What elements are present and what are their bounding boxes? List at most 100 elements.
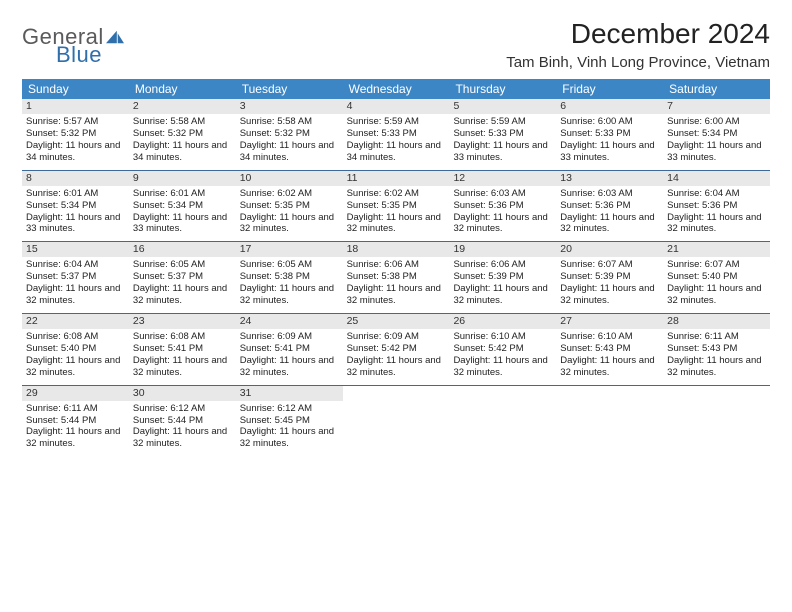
daylight-line: Daylight: 11 hours and 32 minutes. [26, 283, 125, 307]
month-title: December 2024 [506, 18, 770, 50]
day-number: 23 [129, 314, 236, 329]
day-body: Sunrise: 6:08 AMSunset: 5:40 PMDaylight:… [26, 331, 125, 379]
day-cell: 10Sunrise: 6:02 AMSunset: 5:35 PMDayligh… [236, 171, 343, 242]
day-number: 1 [22, 99, 129, 114]
day-body: Sunrise: 6:06 AMSunset: 5:39 PMDaylight:… [453, 259, 552, 307]
day-number: 19 [449, 242, 556, 257]
day-number: 13 [556, 171, 663, 186]
day-number: 21 [663, 242, 770, 257]
weekday-tuesday: Tuesday [236, 79, 343, 99]
sunrise-line: Sunrise: 5:59 AM [347, 116, 446, 128]
daylight-line: Daylight: 11 hours and 32 minutes. [667, 212, 766, 236]
day-body: Sunrise: 6:09 AMSunset: 5:41 PMDaylight:… [240, 331, 339, 379]
day-number: 8 [22, 171, 129, 186]
day-number: 30 [129, 386, 236, 401]
day-body: Sunrise: 6:11 AMSunset: 5:43 PMDaylight:… [667, 331, 766, 379]
sunset-line: Sunset: 5:44 PM [133, 415, 232, 427]
day-body: Sunrise: 6:11 AMSunset: 5:44 PMDaylight:… [26, 403, 125, 451]
day-cell: 18Sunrise: 6:06 AMSunset: 5:38 PMDayligh… [343, 242, 450, 313]
sunrise-line: Sunrise: 6:01 AM [133, 188, 232, 200]
daylight-line: Daylight: 11 hours and 32 minutes. [240, 283, 339, 307]
day-body: Sunrise: 6:12 AMSunset: 5:44 PMDaylight:… [133, 403, 232, 451]
sunrise-line: Sunrise: 6:10 AM [560, 331, 659, 343]
day-number: 26 [449, 314, 556, 329]
day-body: Sunrise: 6:02 AMSunset: 5:35 PMDaylight:… [240, 188, 339, 236]
day-cell: 21 Sunrise: 6:07 AMSunset: 5:40 PMDayligh… [663, 242, 770, 313]
daylight-line: Daylight: 11 hours and 32 minutes. [133, 426, 232, 450]
sunrise-line: Sunrise: 6:09 AM [240, 331, 339, 343]
daylight-line: Daylight: 11 hours and 34 minutes. [347, 140, 446, 164]
day-cell: 2Sunrise: 5:58 AMSunset: 5:32 PMDaylight… [129, 99, 236, 170]
sunset-line: Sunset: 5:41 PM [133, 343, 232, 355]
day-body: Sunrise: 6:02 AMSunset: 5:35 PMDaylight:… [347, 188, 446, 236]
sunset-line: Sunset: 5:38 PM [240, 271, 339, 283]
daylight-line: Daylight: 11 hours and 32 minutes. [240, 426, 339, 450]
daylight-line: Daylight: 11 hours and 33 minutes. [26, 212, 125, 236]
sunrise-line: Sunrise: 6:02 AM [347, 188, 446, 200]
day-cell: 28 Sunrise: 6:11 AMSunset: 5:43 PMDayligh… [663, 314, 770, 385]
day-cell [449, 386, 556, 457]
day-number: 15 [22, 242, 129, 257]
day-cell: 31Sunrise: 6:12 AMSunset: 5:45 PMDayligh… [236, 386, 343, 457]
day-body: Sunrise: 6:07 AMSunset: 5:40 PMDaylight:… [667, 259, 766, 307]
sunrise-line: Sunrise: 6:11 AM [26, 403, 125, 415]
sunrise-line: Sunrise: 6:05 AM [133, 259, 232, 271]
sunset-line: Sunset: 5:36 PM [560, 200, 659, 212]
sunset-line: Sunset: 5:40 PM [667, 271, 766, 283]
sunrise-line: Sunrise: 6:04 AM [26, 259, 125, 271]
day-body: Sunrise: 6:05 AMSunset: 5:37 PMDaylight:… [133, 259, 232, 307]
daylight-line: Daylight: 11 hours and 32 minutes. [240, 212, 339, 236]
day-number: 28 [663, 314, 770, 329]
day-number: 16 [129, 242, 236, 257]
daylight-line: Daylight: 11 hours and 33 minutes. [133, 212, 232, 236]
day-cell: 27Sunrise: 6:10 AMSunset: 5:43 PMDayligh… [556, 314, 663, 385]
sunrise-line: Sunrise: 6:08 AM [26, 331, 125, 343]
sunset-line: Sunset: 5:37 PM [26, 271, 125, 283]
daylight-line: Daylight: 11 hours and 32 minutes. [453, 283, 552, 307]
day-body: Sunrise: 6:05 AMSunset: 5:38 PMDaylight:… [240, 259, 339, 307]
day-number: 24 [236, 314, 343, 329]
sunrise-line: Sunrise: 6:02 AM [240, 188, 339, 200]
sunrise-line: Sunrise: 6:08 AM [133, 331, 232, 343]
daylight-line: Daylight: 11 hours and 32 minutes. [26, 355, 125, 379]
day-number: 29 [22, 386, 129, 401]
daylight-line: Daylight: 11 hours and 34 minutes. [133, 140, 232, 164]
sunrise-line: Sunrise: 6:10 AM [453, 331, 552, 343]
daylight-line: Daylight: 11 hours and 32 minutes. [133, 283, 232, 307]
title-block: December 2024 Tam Binh, Vinh Long Provin… [506, 18, 770, 71]
week-row: 29Sunrise: 6:11 AMSunset: 5:44 PMDayligh… [22, 386, 770, 457]
sunrise-line: Sunrise: 6:05 AM [240, 259, 339, 271]
sunrise-line: Sunrise: 5:59 AM [453, 116, 552, 128]
day-body: Sunrise: 6:06 AMSunset: 5:38 PMDaylight:… [347, 259, 446, 307]
day-body: Sunrise: 6:04 AMSunset: 5:36 PMDaylight:… [667, 188, 766, 236]
sunrise-line: Sunrise: 6:04 AM [667, 188, 766, 200]
sunset-line: Sunset: 5:33 PM [347, 128, 446, 140]
day-body: Sunrise: 6:09 AMSunset: 5:42 PMDaylight:… [347, 331, 446, 379]
day-cell: 16 Sunrise: 6:05 AMSunset: 5:37 PMDayligh… [129, 242, 236, 313]
day-cell: 8Sunrise: 6:01 AMSunset: 5:34 PMDaylight… [22, 171, 129, 242]
day-cell: 15 Sunrise: 6:04 AMSunset: 5:37 PMDayligh… [22, 242, 129, 313]
weekday-monday: Monday [129, 79, 236, 99]
day-cell: 3Sunrise: 5:58 AMSunset: 5:32 PMDaylight… [236, 99, 343, 170]
weekday-friday: Friday [556, 79, 663, 99]
location: Tam Binh, Vinh Long Province, Vietnam [506, 54, 770, 71]
daylight-line: Daylight: 11 hours and 34 minutes. [26, 140, 125, 164]
weekday-wednesday: Wednesday [343, 79, 450, 99]
day-cell: 14Sunrise: 6:04 AMSunset: 5:36 PMDayligh… [663, 171, 770, 242]
daylight-line: Daylight: 11 hours and 32 minutes. [560, 355, 659, 379]
day-cell: 17Sunrise: 6:05 AMSunset: 5:38 PMDayligh… [236, 242, 343, 313]
sunrise-line: Sunrise: 5:57 AM [26, 116, 125, 128]
sunset-line: Sunset: 5:45 PM [240, 415, 339, 427]
day-body: Sunrise: 6:03 AMSunset: 5:36 PMDaylight:… [453, 188, 552, 236]
sunrise-line: Sunrise: 5:58 AM [133, 116, 232, 128]
day-cell [556, 386, 663, 457]
day-cell: 25Sunrise: 6:09 AMSunset: 5:42 PMDayligh… [343, 314, 450, 385]
sunset-line: Sunset: 5:34 PM [133, 200, 232, 212]
day-cell: 20Sunrise: 6:07 AMSunset: 5:39 PMDayligh… [556, 242, 663, 313]
daylight-line: Daylight: 11 hours and 32 minutes. [453, 212, 552, 236]
daylight-line: Daylight: 11 hours and 32 minutes. [453, 355, 552, 379]
day-number: 6 [556, 99, 663, 114]
day-body: Sunrise: 6:00 AMSunset: 5:34 PMDaylight:… [667, 116, 766, 164]
sunset-line: Sunset: 5:43 PM [560, 343, 659, 355]
sunset-line: Sunset: 5:41 PM [240, 343, 339, 355]
